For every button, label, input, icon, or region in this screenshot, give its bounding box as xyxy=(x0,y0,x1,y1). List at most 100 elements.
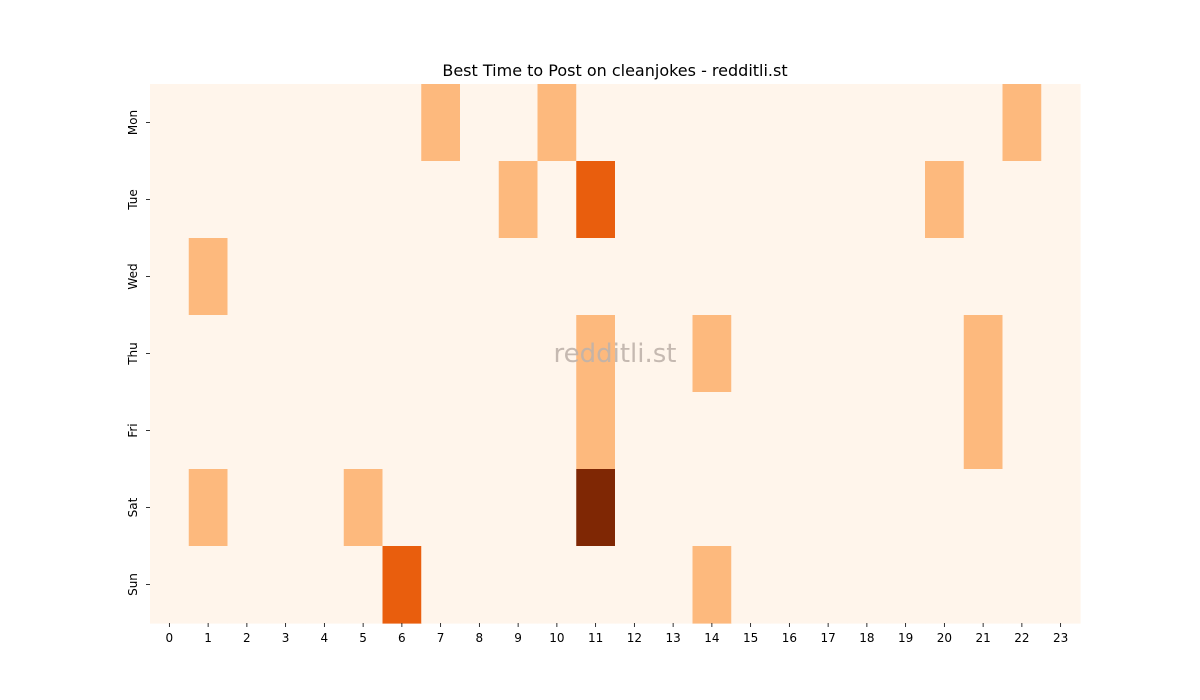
watermark-text: redditli.st xyxy=(554,339,677,369)
y-axis: Mon Tue Wed Thu Fri Sat Sun xyxy=(126,110,150,596)
x-tick-label: 18 xyxy=(859,631,874,645)
heatmap-cell-mon-12 xyxy=(615,84,655,162)
heatmap-cell-thu-4 xyxy=(305,315,345,393)
x-tick-label: 3 xyxy=(282,631,290,645)
heatmap-cell-sat-8 xyxy=(460,469,500,547)
heatmap-cell-sat-21 xyxy=(963,469,1004,547)
heatmap-cell-mon-4 xyxy=(305,84,345,162)
heatmap-cell-mon-6 xyxy=(382,84,422,162)
y-tick-label: Sat xyxy=(126,497,140,517)
chart-title: Best Time to Post on cleanjokes - reddit… xyxy=(442,61,787,80)
y-tick-label: Mon xyxy=(126,110,140,135)
heatmap-cell-fri-1 xyxy=(188,392,229,470)
x-tick-label: 15 xyxy=(743,631,758,645)
heatmap-cell-sun-4 xyxy=(305,546,345,624)
y-tick-label: Wed xyxy=(126,263,140,289)
heatmap-cell-tue-10 xyxy=(537,161,577,239)
heatmap-cell-sun-1 xyxy=(188,546,229,624)
heatmap-cell-fri-12 xyxy=(615,392,655,470)
heatmap-cell-sun-16 xyxy=(770,546,810,624)
heatmap-cell-mon-1 xyxy=(188,84,229,162)
heatmap-cell-thu-5 xyxy=(343,315,384,393)
heatmap-cell-mon-2 xyxy=(227,84,267,162)
heatmap-cell-fri-22 xyxy=(1002,392,1042,470)
heatmap-cell-wed-8 xyxy=(460,238,500,316)
heatmap-cell-sat-2 xyxy=(227,469,267,547)
x-tick-label: 21 xyxy=(975,631,990,645)
heatmap-cell-wed-1 xyxy=(188,238,229,316)
heatmap-cell-sat-3 xyxy=(266,469,306,547)
heatmap-cell-tue-21 xyxy=(963,161,1004,239)
heatmap-cell-sun-9 xyxy=(498,546,539,624)
heatmap-cell-wed-3 xyxy=(266,238,306,316)
heatmap-cell-wed-10 xyxy=(537,238,577,316)
x-tick-label: 13 xyxy=(665,631,680,645)
heatmap-cell-sat-14 xyxy=(692,469,732,547)
heatmap-cell-fri-16 xyxy=(770,392,810,470)
heatmap-cell-wed-7 xyxy=(421,238,461,316)
heatmap-cell-sat-7 xyxy=(421,469,461,547)
heatmap-cell-mon-18 xyxy=(847,84,887,162)
heatmap-cell-sat-22 xyxy=(1002,469,1042,547)
heatmap-cell-fri-11 xyxy=(576,392,616,470)
heatmap-cell-thu-15 xyxy=(731,315,771,393)
heatmap-cell-tue-9 xyxy=(498,161,539,239)
heatmap-cell-wed-2 xyxy=(227,238,267,316)
heatmap-cell-tue-19 xyxy=(886,161,926,239)
heatmap-cell-fri-2 xyxy=(227,392,267,470)
heatmap-cell-sat-9 xyxy=(498,469,539,547)
heatmap-cell-sat-11 xyxy=(576,469,616,547)
y-tick-label: Thu xyxy=(126,342,140,366)
heatmap-cell-tue-15 xyxy=(731,161,771,239)
heatmap-cell-sat-13 xyxy=(653,469,694,547)
heatmap-cell-mon-19 xyxy=(886,84,926,162)
heatmap-cell-mon-0 xyxy=(150,84,190,162)
heatmap-cell-fri-23 xyxy=(1041,392,1081,470)
heatmap-cell-tue-3 xyxy=(266,161,306,239)
heatmap-cell-thu-1 xyxy=(188,315,229,393)
heatmap-cell-fri-21 xyxy=(963,392,1004,470)
heatmap-cell-sun-0 xyxy=(150,546,190,624)
heatmap-cell-mon-14 xyxy=(692,84,732,162)
heatmap-cell-fri-14 xyxy=(692,392,732,470)
heatmap-cell-wed-12 xyxy=(615,238,655,316)
heatmap-cell-mon-10 xyxy=(537,84,577,162)
heatmap-cell-sun-17 xyxy=(808,546,849,624)
heatmap-cell-wed-15 xyxy=(731,238,771,316)
heatmap-cell-fri-0 xyxy=(150,392,190,470)
heatmap-cell-thu-22 xyxy=(1002,315,1042,393)
x-tick-label: 5 xyxy=(359,631,367,645)
heatmap-cell-sat-19 xyxy=(886,469,926,547)
heatmap-cell-thu-23 xyxy=(1041,315,1081,393)
heatmap-cell-tue-22 xyxy=(1002,161,1042,239)
heatmap-cell-mon-22 xyxy=(1002,84,1042,162)
x-tick-label: 8 xyxy=(476,631,484,645)
heatmap-cell-thu-3 xyxy=(266,315,306,393)
heatmap-cell-fri-15 xyxy=(731,392,771,470)
heatmap-cell-wed-22 xyxy=(1002,238,1042,316)
heatmap-cell-sat-10 xyxy=(537,469,577,547)
heatmap-cell-thu-11 xyxy=(576,315,616,393)
heatmap-cell-fri-8 xyxy=(460,392,500,470)
heatmap-cell-fri-5 xyxy=(343,392,384,470)
x-tick-label: 23 xyxy=(1053,631,1068,645)
heatmap-cell-wed-9 xyxy=(498,238,539,316)
heatmap-cell-wed-4 xyxy=(305,238,345,316)
heatmap-cell-sun-21 xyxy=(963,546,1004,624)
heatmap-cell-fri-3 xyxy=(266,392,306,470)
heatmap-cell-mon-20 xyxy=(925,84,965,162)
y-tick-label: Fri xyxy=(126,423,140,437)
heatmap-cell-wed-23 xyxy=(1041,238,1081,316)
heatmap-cell-sat-16 xyxy=(770,469,810,547)
x-tick-label: 22 xyxy=(1014,631,1029,645)
heatmap-cell-sun-12 xyxy=(615,546,655,624)
heatmap-cell-thu-7 xyxy=(421,315,461,393)
heatmap-cell-sun-22 xyxy=(1002,546,1042,624)
x-tick-label: 11 xyxy=(588,631,603,645)
heatmap-cell-tue-16 xyxy=(770,161,810,239)
heatmap-cell-thu-2 xyxy=(227,315,267,393)
heatmap-cell-fri-18 xyxy=(847,392,887,470)
heatmap-cell-fri-19 xyxy=(886,392,926,470)
heatmap-cell-tue-7 xyxy=(421,161,461,239)
